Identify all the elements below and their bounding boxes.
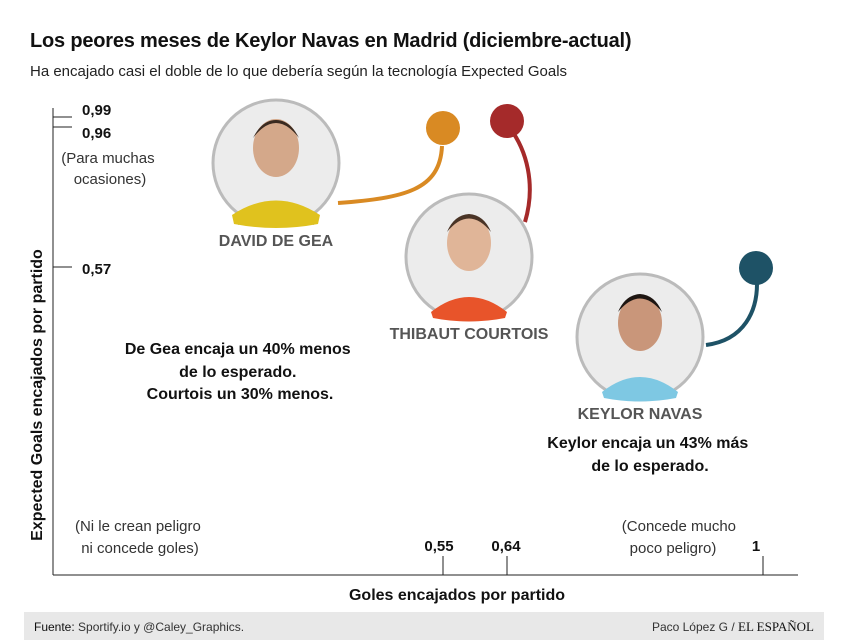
source-text: Sportify.io y @Caley_Graphics. [78,620,245,634]
de-gea-point [426,111,460,145]
y-axis-title: Expected Goals encajados por partido [29,249,46,541]
footer: Fuente: Sportify.io y @Caley_Graphics. P… [24,612,824,640]
y-tick-label: 0,99 [82,102,111,119]
y-tick-label: 0,57 [82,261,111,278]
courtois-avatar [404,192,534,322]
x-tick-label: 1 [752,538,760,555]
source-label: Fuente: [34,620,75,634]
credits: Paco López G / EL ESPAÑOL [652,619,814,635]
navas-avatar [575,272,705,402]
courtois-connector [507,125,532,223]
y-axis-note: (Para muchas ocasiones) [61,150,159,188]
navas-label: KEYLOR NAVAS [578,406,703,423]
x-axis-note-high: (Concede mucho poco peligro) [622,518,740,557]
x-tick-label: 0,55 [424,538,453,555]
brand-logo: EL ESPAÑOL [738,619,814,634]
courtois-label: THIBAUT COURTOIS [390,326,549,343]
source-line: Fuente: Sportify.io y @Caley_Graphics. [34,620,244,634]
chart-subtitle: Ha encajado casi el doble de lo que debe… [30,63,568,80]
navas-point [739,251,773,285]
annotation-de-gea-courtois: De Gea encaja un 40% menos de lo esperad… [125,341,355,403]
annotation-navas: Keylor encaja un 43% más de lo esperado. [547,435,752,475]
x-axis-note-low: (Ni le crean peligro ni concede goles) [75,518,205,557]
de-gea-connector [337,145,444,205]
separator: / [731,620,735,634]
de-gea-avatar [211,98,341,228]
de-gea-label: DAVID DE GEA [219,233,334,250]
x-tick-label: 0,64 [491,538,521,555]
scatter-chart: Expected Goals encajados por partido Gol… [29,98,798,604]
courtois-point [490,104,524,138]
author: Paco López G [651,620,728,634]
navas-connector [705,283,759,347]
chart-title: Los peores meses de Keylor Navas en Madr… [30,30,632,52]
y-tick-label: 0,96 [82,125,111,142]
x-axis-title: Goles encajados por partido [349,587,565,604]
